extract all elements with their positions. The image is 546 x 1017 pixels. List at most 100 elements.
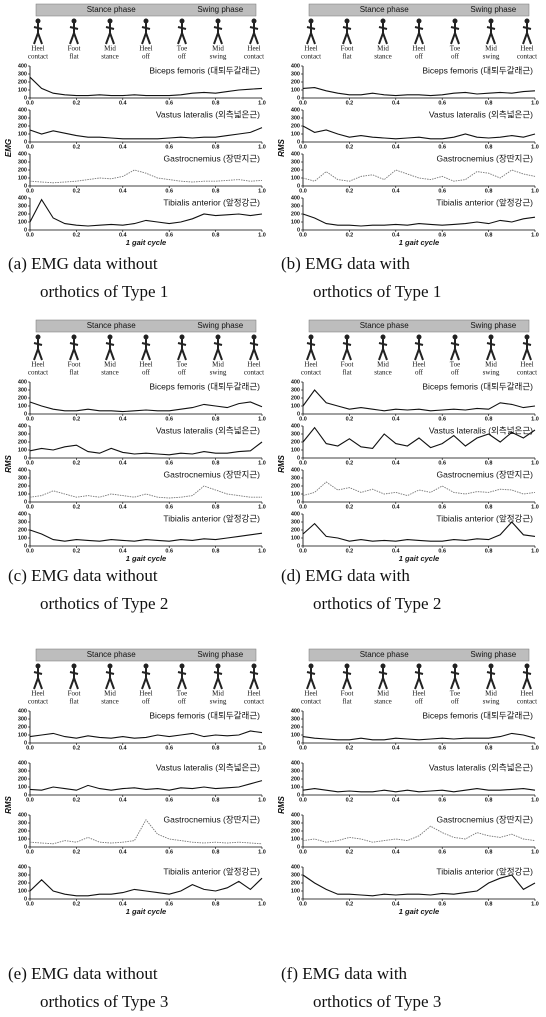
stance-label: Stance phase <box>87 5 136 14</box>
y-tick-label: 0 <box>297 896 300 902</box>
figure-head <box>179 18 185 24</box>
stance-label: Stance phase <box>360 650 409 659</box>
y-tick-label: 0 <box>24 543 27 549</box>
figure-body <box>414 668 424 690</box>
x-tick-label: 0.8 <box>485 849 493 855</box>
figure-body <box>306 668 316 690</box>
x-tick-label: 0.0 <box>299 232 307 238</box>
x-tick-label: 0.6 <box>165 849 173 855</box>
muscle-title: Biceps femoris (대퇴두갈래근) <box>422 65 533 75</box>
phase-bar <box>35 3 257 17</box>
y-tick-label: 300 <box>291 716 300 722</box>
phase-label: contact <box>28 53 48 61</box>
x-tick-label: 0.6 <box>438 797 446 803</box>
caption: orthotics of Type 3 <box>40 992 168 1011</box>
x-tick-label: 1.0 <box>531 548 539 554</box>
y-axis-label: RMS <box>277 454 286 472</box>
figure-head <box>416 334 422 340</box>
phase-label: Heel <box>31 690 44 698</box>
x-tick-label: 0.0 <box>26 232 34 238</box>
x-tick-label: 0.4 <box>392 144 401 150</box>
muscle-title: Vastus lateralis (외측넓은근) <box>156 762 260 772</box>
figure-head <box>524 663 530 669</box>
y-tick-label: 100 <box>18 491 27 497</box>
swing-label: Swing phase <box>197 321 243 330</box>
x-tick-label: 0.0 <box>299 188 307 194</box>
y-tick-label: 400 <box>18 864 27 870</box>
phase-label: flat <box>69 53 78 61</box>
y-tick-label: 400 <box>291 864 300 870</box>
muscle-title: Gastrocnemius (장딴지근) <box>437 469 534 479</box>
y-tick-label: 200 <box>18 167 27 173</box>
figure-body <box>213 339 223 361</box>
y-tick-label: 300 <box>18 820 27 826</box>
swing-label: Swing phase <box>197 5 243 14</box>
phase-label: contact <box>244 369 264 377</box>
y-tick-label: 400 <box>18 63 27 69</box>
x-tick-label: 1.0 <box>258 100 266 106</box>
phase-label: stance <box>374 369 392 377</box>
x-tick-label: 1.0 <box>531 144 539 150</box>
x-tick-label: 0.6 <box>165 100 173 106</box>
x-tick-label: 0.4 <box>392 232 401 238</box>
y-tick-label: 200 <box>18 483 27 489</box>
caption: orthotics of Type 2 <box>313 594 441 613</box>
y-tick-label: 200 <box>291 395 300 401</box>
x-tick-label: 0.0 <box>26 548 34 554</box>
x-tick-label: 1.0 <box>531 232 539 238</box>
y-tick-label: 0 <box>24 455 27 461</box>
phase-label: Mid <box>212 690 224 698</box>
x-tick-label: 0.6 <box>438 416 446 422</box>
x-tick-label: 0.6 <box>438 100 446 106</box>
phase-label: stance <box>374 698 392 706</box>
muscle-title: Biceps femoris (대퇴두갈래근) <box>149 710 260 720</box>
y-tick-label: 100 <box>18 219 27 225</box>
figure-body <box>213 23 223 45</box>
y-tick-label: 100 <box>18 535 27 541</box>
y-tick-label: 300 <box>291 768 300 774</box>
stance-label: Stance phase <box>360 321 409 330</box>
y-tick-label: 0 <box>297 95 300 101</box>
figure-head <box>35 334 41 340</box>
x-tick-label: 0.4 <box>392 849 401 855</box>
caption: orthotics of Type 2 <box>40 594 168 613</box>
x-tick-label: 0.6 <box>438 232 446 238</box>
muscle-title: Vastus lateralis (외측넓은근) <box>156 109 260 119</box>
phase-label: Toe <box>177 361 187 369</box>
figure-head <box>308 663 314 669</box>
figure-head <box>380 663 386 669</box>
x-tick-label: 0.4 <box>119 901 128 907</box>
muscle-title: Vastus lateralis (외측넓은근) <box>429 425 533 435</box>
x-tick-label: 0.6 <box>165 745 173 751</box>
figure-body <box>69 668 79 690</box>
figure-body <box>177 23 187 45</box>
figure-body <box>486 668 496 690</box>
figure-body <box>306 339 316 361</box>
y-tick-label: 300 <box>18 519 27 525</box>
phase-label: off <box>415 53 424 61</box>
x-axis-label: 1 gait cycle <box>399 554 439 563</box>
x-tick-label: 0.4 <box>119 416 128 422</box>
phase-label: stance <box>101 53 119 61</box>
x-tick-label: 0.6 <box>165 548 173 554</box>
x-tick-label: 0.2 <box>73 745 81 751</box>
swing-label: Swing phase <box>470 321 516 330</box>
y-tick-label: 300 <box>18 387 27 393</box>
x-tick-label: 0.8 <box>485 460 493 466</box>
x-axis-label: 1 gait cycle <box>126 238 166 247</box>
x-tick-label: 1.0 <box>258 849 266 855</box>
x-tick-label: 0.6 <box>165 144 173 150</box>
x-axis-label: 1 gait cycle <box>399 907 439 916</box>
y-tick-label: 300 <box>291 519 300 525</box>
y-tick-label: 200 <box>18 828 27 834</box>
x-tick-label: 1.0 <box>258 460 266 466</box>
phase-label: swing <box>483 369 500 377</box>
phase-label: Heel <box>304 45 317 53</box>
x-tick-label: 0.8 <box>212 100 220 106</box>
x-tick-label: 0.0 <box>299 745 307 751</box>
figure-head <box>143 18 149 24</box>
emg-line <box>29 169 263 184</box>
emg-line <box>302 213 536 227</box>
y-tick-label: 0 <box>24 499 27 505</box>
emg-line <box>302 481 536 497</box>
